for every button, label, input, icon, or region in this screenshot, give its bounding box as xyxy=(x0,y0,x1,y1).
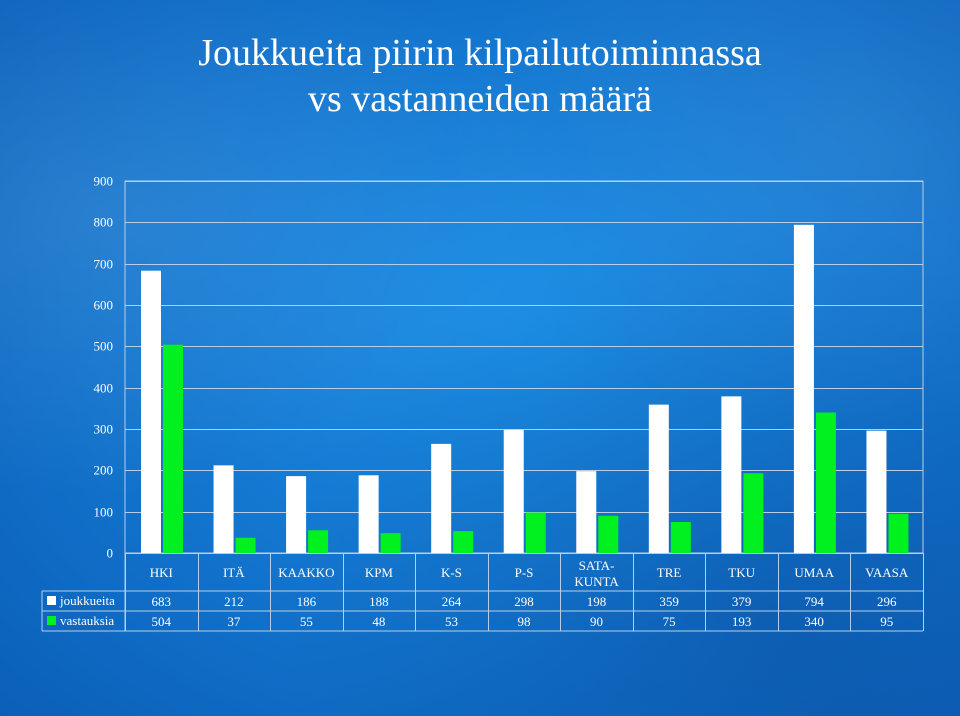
table-cell: 188 xyxy=(369,594,389,609)
title-line-1: Joukkueita piirin kilpailutoiminnassa xyxy=(198,32,762,74)
bar-joukkueita-kaakko xyxy=(286,476,307,553)
chart-title: Joukkueita piirin kilpailutoiminnassa vs… xyxy=(0,30,960,122)
table-cell: 75 xyxy=(663,614,676,629)
category-label: HKI xyxy=(150,565,173,580)
bar-vastauksia-sata-kunta xyxy=(598,515,619,553)
table-cell: 296 xyxy=(877,594,897,609)
table-cell: 379 xyxy=(732,594,752,609)
bar-vastauksia-tku xyxy=(743,473,764,553)
bars xyxy=(141,224,909,553)
table-cell: 55 xyxy=(300,614,313,629)
bar-vastauksia-k-s xyxy=(453,531,474,553)
category-label: K-S xyxy=(441,565,462,580)
series-name: vastauksia xyxy=(60,613,114,628)
y-tick-label: 800 xyxy=(94,215,114,230)
legend-key-joukkueita xyxy=(47,596,56,605)
bar-joukkueita-tre xyxy=(648,404,669,553)
bar-vastauksia-vaasa xyxy=(888,513,909,553)
bar-joukkueita-hki xyxy=(141,270,161,553)
y-tick-label: 900 xyxy=(94,174,114,189)
table-cell: 359 xyxy=(659,594,679,609)
bar-joukkueita-umaa xyxy=(793,224,814,553)
bar-joukkueita-kpm xyxy=(358,475,379,553)
table-cell: 340 xyxy=(804,614,824,629)
bar-joukkueita-vaasa xyxy=(866,430,887,553)
table-cell: 264 xyxy=(442,594,462,609)
y-tick-label: 400 xyxy=(94,381,114,396)
y-tick-label: 700 xyxy=(94,257,114,272)
bar-joukkueita-p-s xyxy=(503,429,524,553)
bar-vastauksia-hki xyxy=(163,344,183,553)
data-table: HKI ITÄ KAAKKO KPM K-S P-S SATA-KUNTA TRE TKU UMA… xyxy=(41,553,924,632)
bar-vastauksia-umaa xyxy=(815,412,836,553)
bar-joukkueita-k-s xyxy=(431,443,452,553)
table-cell: 48 xyxy=(372,614,385,629)
bar-vastauksia-kpm xyxy=(380,533,401,553)
table-cell: 504 xyxy=(152,614,172,629)
y-tick-label: 500 xyxy=(94,339,114,354)
category-label: ITÄ xyxy=(223,565,245,580)
table-cell: 193 xyxy=(732,614,752,629)
table-cell: 198 xyxy=(587,594,607,609)
bar-vastauksia-tre xyxy=(670,522,691,553)
category-label: SATA- xyxy=(579,558,615,573)
bar-vastauksia-p-s xyxy=(525,512,546,553)
bar-joukkueita-itä xyxy=(213,465,234,553)
y-tick-label: 200 xyxy=(94,463,114,478)
table-cell: 37 xyxy=(227,614,241,629)
table-cell: 98 xyxy=(518,614,531,629)
y-tick-label: 0 xyxy=(107,546,114,561)
legend-key-vastauksia xyxy=(47,616,56,625)
table-cell: 90 xyxy=(590,614,603,629)
bar-vastauksia-itä xyxy=(235,537,256,553)
table-cell: 683 xyxy=(152,594,172,609)
category-label: VAASA xyxy=(865,565,909,580)
category-label: KPM xyxy=(365,565,394,580)
bar-joukkueita-tku xyxy=(721,396,742,553)
gridlines xyxy=(124,180,924,554)
category-label: KUNTA xyxy=(574,574,619,589)
y-tick-label: 600 xyxy=(94,298,114,313)
category-label: UMAA xyxy=(794,565,834,580)
category-label: TRE xyxy=(657,565,682,580)
table-cell: 53 xyxy=(445,614,458,629)
table-cell: 212 xyxy=(224,594,244,609)
table-cell: 794 xyxy=(804,594,824,609)
title-line-2: vs vastanneiden määrä xyxy=(308,78,652,120)
bar-vastauksia-kaakko xyxy=(308,530,329,553)
bar-joukkueita-sata-kunta xyxy=(576,471,597,553)
y-axis-ticks: 0 100 200 300 400 500 600 700 800 900 xyxy=(94,174,114,561)
y-tick-label: 300 xyxy=(94,422,114,437)
category-label: P-S xyxy=(515,565,534,580)
table-cell: 95 xyxy=(880,614,893,629)
y-tick-label: 100 xyxy=(94,505,114,520)
table-cell: 186 xyxy=(297,594,317,609)
category-label: KAAKKO xyxy=(278,565,334,580)
series-name: joukkueita xyxy=(59,593,115,608)
category-label: TKU xyxy=(728,565,755,580)
table-cell: 298 xyxy=(514,594,534,609)
